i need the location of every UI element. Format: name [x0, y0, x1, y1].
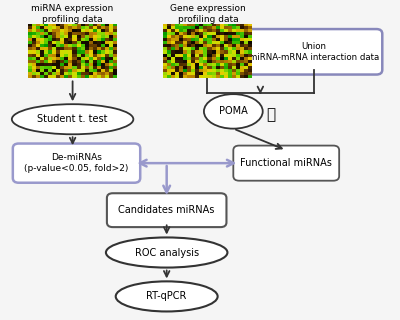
Text: Functional miRNAs: Functional miRNAs	[240, 158, 332, 168]
Text: miRNA expression
profiling data: miRNA expression profiling data	[32, 4, 114, 24]
Text: Candidates miRNAs: Candidates miRNAs	[118, 205, 215, 215]
Text: Student t. test: Student t. test	[37, 114, 108, 124]
Ellipse shape	[12, 104, 133, 134]
Text: Union
miRNA-mRNA interaction data: Union miRNA-mRNA interaction data	[248, 42, 379, 62]
FancyBboxPatch shape	[233, 146, 339, 181]
Text: De-miRNAs
(p-value<0.05, fold>2): De-miRNAs (p-value<0.05, fold>2)	[24, 153, 129, 173]
Ellipse shape	[116, 281, 218, 311]
Ellipse shape	[204, 94, 263, 129]
Text: RT-qPCR: RT-qPCR	[146, 292, 187, 301]
FancyBboxPatch shape	[13, 144, 140, 183]
Ellipse shape	[106, 237, 228, 268]
FancyBboxPatch shape	[245, 29, 382, 75]
FancyBboxPatch shape	[107, 193, 226, 227]
Text: Gene expression
profiling data: Gene expression profiling data	[170, 4, 246, 24]
Text: POMA: POMA	[219, 106, 248, 116]
Text: 🧍: 🧍	[266, 107, 275, 122]
Text: ROC analysis: ROC analysis	[135, 247, 199, 258]
